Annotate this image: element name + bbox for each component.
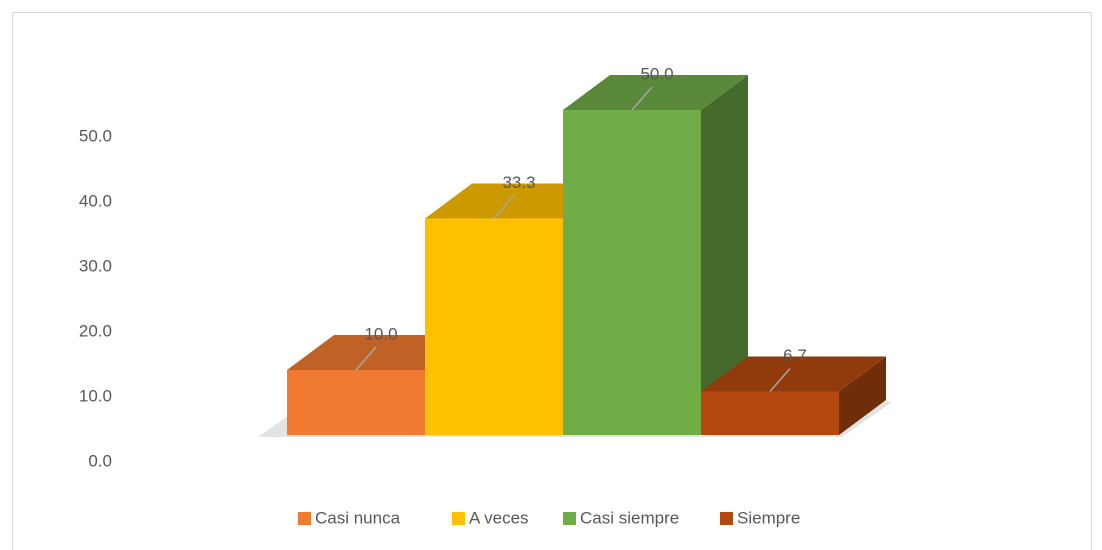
legend-swatch [563, 512, 576, 525]
bar-top [701, 356, 886, 392]
data-label: 33.3 [502, 173, 535, 192]
data-label: 6.7 [783, 346, 807, 365]
bar [425, 218, 563, 435]
leader-line [355, 346, 377, 371]
bar [287, 370, 425, 435]
y-tick-label: 50.0 [79, 126, 112, 145]
legend-label: A veces [469, 508, 529, 527]
bar-top [563, 75, 748, 110]
y-tick-label: 20.0 [79, 321, 112, 340]
y-tick-label: 40.0 [79, 191, 112, 210]
bar-side [839, 356, 886, 435]
legend-label: Casi nunca [315, 508, 401, 527]
y-tick-label: 10.0 [79, 386, 112, 405]
bar-side [701, 75, 748, 435]
leader-line [631, 86, 653, 111]
legend-label: Casi siempre [580, 508, 679, 527]
bar [701, 391, 839, 435]
y-tick-label: 0.0 [88, 451, 112, 470]
leader-line [769, 367, 791, 392]
data-label: 50.0 [640, 64, 673, 83]
y-tick-label: 30.0 [79, 256, 112, 275]
bar [563, 110, 701, 435]
leader-line [493, 195, 515, 220]
data-label: 10.0 [364, 324, 397, 343]
legend-swatch [452, 512, 465, 525]
legend-label: Siempre [737, 508, 800, 527]
legend-swatch [298, 512, 311, 525]
legend-swatch [720, 512, 733, 525]
chart-border [12, 12, 1092, 550]
